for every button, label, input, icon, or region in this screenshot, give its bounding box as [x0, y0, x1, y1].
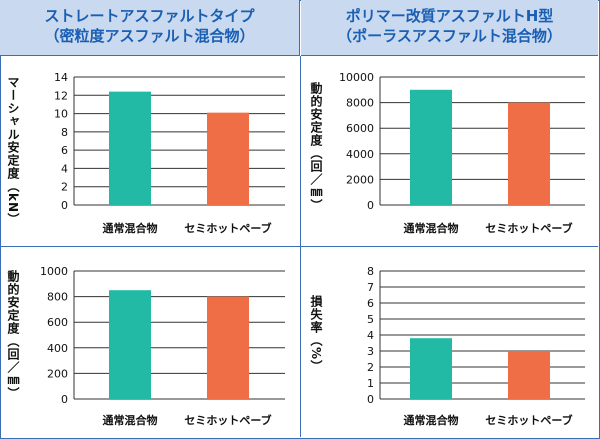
bar-semi-hot-pave — [207, 112, 249, 205]
header-right-subtitle: （ポーラスアスファルト混合物） — [337, 27, 562, 45]
x-category-label: セミホットペーブ — [485, 221, 572, 235]
y-tick-label: 8 — [367, 265, 374, 278]
y-tick-label: 800 — [47, 291, 68, 304]
y-tick-label: 2000 — [346, 173, 374, 186]
y-tick-label: 1 — [367, 377, 374, 390]
y-tick-label: 8 — [61, 126, 68, 139]
bar-normal-mix — [109, 290, 151, 399]
y-tick-label: 6000 — [346, 122, 374, 135]
y-tick-label: 0 — [61, 393, 68, 406]
y-tick-label: 3 — [367, 345, 374, 358]
y-tick-label: 2 — [367, 361, 374, 374]
header-right-title: ポリマー改質アスファルトH型 — [345, 7, 554, 25]
header-left-title: ストレートアスファルトタイプ — [44, 7, 255, 25]
y-tick-label: 4 — [367, 329, 374, 342]
y-tick-label: 6 — [61, 144, 68, 157]
header-left: ストレートアスファルトタイプ （密粒度アスファルト混合物） — [0, 0, 300, 56]
ylabel-loss-rate: 損失率（%） — [309, 295, 323, 374]
y-tick-label: 0 — [61, 199, 68, 212]
x-category-label: セミホットペーブ — [184, 413, 271, 427]
horizontal-divider — [0, 246, 598, 247]
y-tick-label: 6 — [367, 297, 374, 310]
ylabel-marshall-stability: マーシャル安定度（kN） — [6, 76, 20, 227]
y-tick-label: 400 — [47, 342, 68, 355]
chart-marshall-stability: 0 2 4 6 8 10 12 14 通常混合物 セミホットペーブ — [54, 71, 285, 235]
y-tick-label: 2 — [61, 181, 68, 194]
bar-semi-hot-pave — [508, 102, 550, 205]
x-category-label: 通常混合物 — [404, 413, 459, 427]
bar-normal-mix — [410, 338, 452, 399]
y-tick-label: 4 — [61, 162, 68, 175]
y-tick-label: 0 — [367, 199, 374, 212]
y-tick-label: 5 — [367, 313, 374, 326]
y-tick-label: 600 — [47, 316, 68, 329]
ylabel-dynamic-stability-right: 動的安定度（回／㎜） — [309, 82, 323, 212]
bar-normal-mix — [109, 91, 151, 205]
y-tick-label: 10000 — [339, 71, 374, 84]
bar-semi-hot-pave — [207, 296, 249, 399]
x-category-label: 通常混合物 — [404, 221, 459, 235]
x-category-label: 通常混合物 — [103, 221, 158, 235]
x-category-label: 通常混合物 — [103, 413, 158, 427]
bar-semi-hot-pave — [508, 351, 550, 399]
chart-dynamic-stability-straight: 0 200 400 600 800 1000 通常混合物 セミホットペーブ — [40, 265, 285, 427]
x-category-label: セミホットペーブ — [184, 221, 271, 235]
header-right: ポリマー改質アスファルトH型 （ポーラスアスファルト混合物） — [301, 0, 598, 56]
chart-loss-rate: 0 1 2 3 4 5 6 7 8 通常混合物 セミホットペーブ — [367, 265, 585, 427]
y-tick-label: 4000 — [346, 148, 374, 161]
y-tick-label: 1000 — [40, 265, 68, 278]
header-left-subtitle: （密粒度アスファルト混合物） — [44, 27, 255, 45]
y-tick-label: 14 — [54, 71, 68, 84]
y-tick-label: 7 — [367, 281, 374, 294]
y-tick-label: 0 — [367, 393, 374, 406]
chart-dynamic-stability-polymer: 0 2000 4000 6000 8000 10000 通常混合物 セミホットペーブ — [339, 71, 585, 235]
y-tick-label: 8000 — [346, 97, 374, 110]
x-category-label: セミホットペーブ — [485, 413, 572, 427]
y-tick-label: 10 — [54, 108, 68, 121]
bar-normal-mix — [410, 89, 452, 205]
y-tick-label: 12 — [54, 89, 68, 102]
ylabel-dynamic-stability-left: 動的安定度（回／㎜） — [6, 270, 20, 400]
y-tick-label: 200 — [47, 367, 68, 380]
